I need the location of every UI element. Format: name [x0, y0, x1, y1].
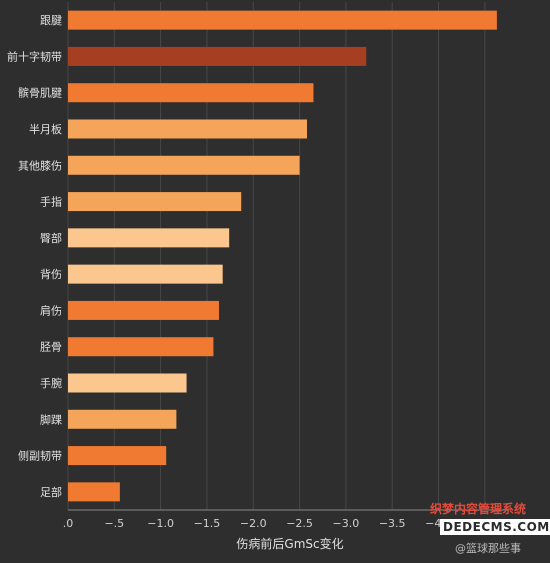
bar — [68, 446, 167, 466]
bar — [68, 228, 230, 248]
category-label: 背伤 — [40, 267, 62, 281]
category-label: 手指 — [40, 195, 62, 209]
bar — [68, 83, 314, 103]
watermark-line-3: @篮球那些事 — [455, 542, 521, 555]
category-label: 其他膝伤 — [18, 159, 62, 172]
category-label: 肩伤 — [40, 303, 62, 317]
bar — [68, 155, 300, 175]
bar — [68, 300, 219, 320]
bar — [68, 10, 497, 30]
category-label: 足部 — [40, 485, 62, 499]
watermark-line-2: DEDECMS.COM — [440, 519, 550, 535]
bars — [68, 10, 497, 502]
x-tick-label: −2.5 — [286, 517, 313, 530]
x-tick-label: −1.0 — [147, 517, 174, 530]
bar — [68, 337, 214, 357]
x-tick-label: −3.0 — [333, 517, 360, 530]
bar — [68, 119, 307, 139]
x-tick-label: −2.0 — [240, 517, 267, 530]
x-tick-label: −1.5 — [194, 517, 221, 530]
x-tick-label: .0 — [63, 517, 74, 530]
category-label: 手腕 — [40, 376, 62, 390]
category-label: 侧副韧带 — [18, 450, 62, 463]
bar — [68, 192, 242, 212]
category-label: 臀部 — [40, 231, 62, 245]
x-tick-labels: .0−.5−1.0−1.5−2.0−2.5−3.0−3.5−4.0−4.5 — [63, 517, 498, 530]
watermark-line-1: 织梦内容管理系统 — [430, 502, 527, 516]
x-tick-label: −3.5 — [379, 517, 406, 530]
bar — [68, 373, 187, 393]
bar — [68, 46, 367, 66]
bar — [68, 264, 223, 284]
x-axis-title: 伤病前后GmSc变化 — [236, 536, 343, 551]
category-label: 跟腱 — [40, 14, 62, 27]
gridlines — [67, 2, 486, 510]
category-label: 前十字韧带 — [7, 49, 62, 63]
bar — [68, 482, 120, 502]
category-label: 半月板 — [29, 122, 62, 136]
category-label: 胫骨 — [40, 341, 62, 354]
category-label: 髌骨肌腱 — [18, 86, 62, 100]
x-tick-label: −.5 — [104, 517, 124, 530]
bar — [68, 409, 177, 429]
category-label: 脚踝 — [40, 412, 62, 426]
